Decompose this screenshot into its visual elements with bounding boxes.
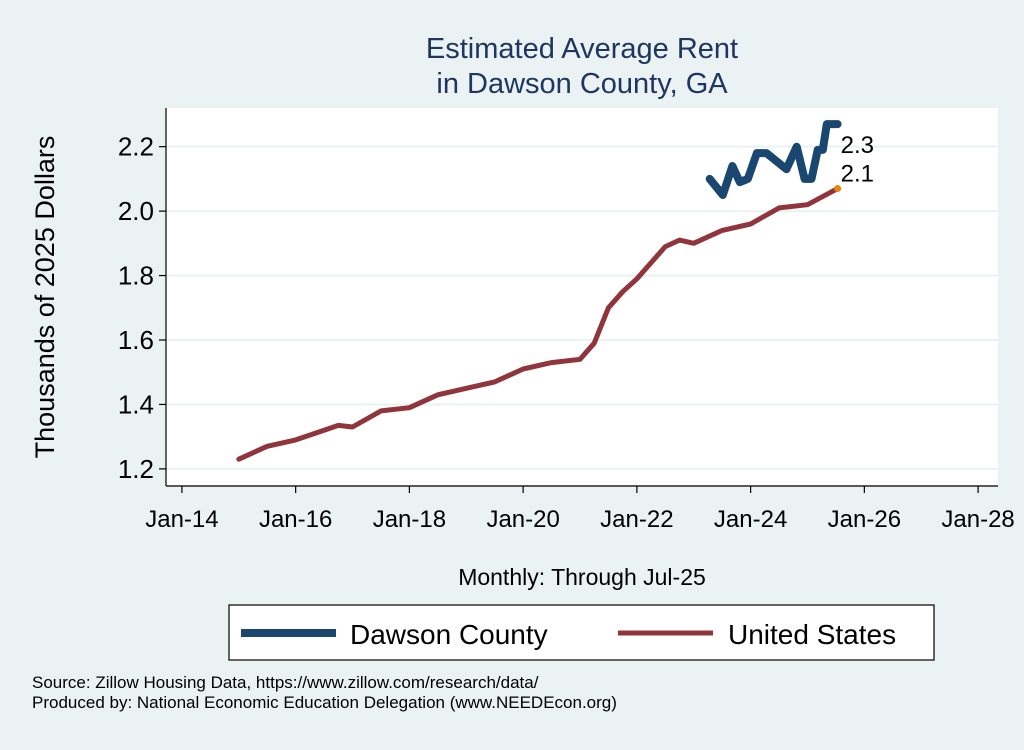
legend-label-dawson: Dawson County: [350, 619, 548, 650]
legend: Dawson County United States: [228, 604, 935, 661]
chart-title-line1: Estimated Average Rent: [426, 33, 738, 65]
series-line-us: [236, 186, 841, 462]
y-tick-label: 2.2: [118, 132, 154, 162]
x-axis-label: Monthly: Through Jul-25: [458, 564, 706, 590]
source-note: Source: Zillow Housing Data, https://www…: [32, 673, 539, 692]
produced-by-note: Produced by: National Economic Education…: [32, 693, 617, 712]
y-axis-label: Thousands of 2025 Dollars: [30, 136, 60, 459]
legend-label-us: United States: [728, 619, 896, 650]
plot-area: [166, 108, 998, 485]
y-tick-label: 1.4: [118, 389, 154, 419]
y-tick-label: 1.6: [118, 325, 154, 355]
y-tick-label: 2.0: [118, 196, 154, 226]
x-tick-label: Jan-20: [486, 506, 559, 533]
chart-title-line2: in Dawson County, GA: [436, 68, 728, 100]
x-tick-label: Jan-22: [600, 506, 673, 533]
end-value-label: 2.3: [841, 132, 874, 159]
y-tick-label: 1.2: [118, 454, 154, 484]
end-value-label: 2.1: [841, 161, 874, 188]
end-point-marker: [834, 185, 842, 193]
x-tick-label: Jan-18: [373, 506, 446, 533]
x-tick-label: Jan-26: [828, 506, 901, 533]
series-line-dawson: [705, 120, 842, 199]
x-tick-label: Jan-24: [714, 506, 787, 533]
x-tick-label: Jan-16: [259, 506, 332, 533]
x-tick-label: Jan-28: [941, 506, 1014, 533]
x-tick-label: Jan-14: [145, 506, 218, 533]
y-tick-label: 1.8: [118, 261, 154, 291]
